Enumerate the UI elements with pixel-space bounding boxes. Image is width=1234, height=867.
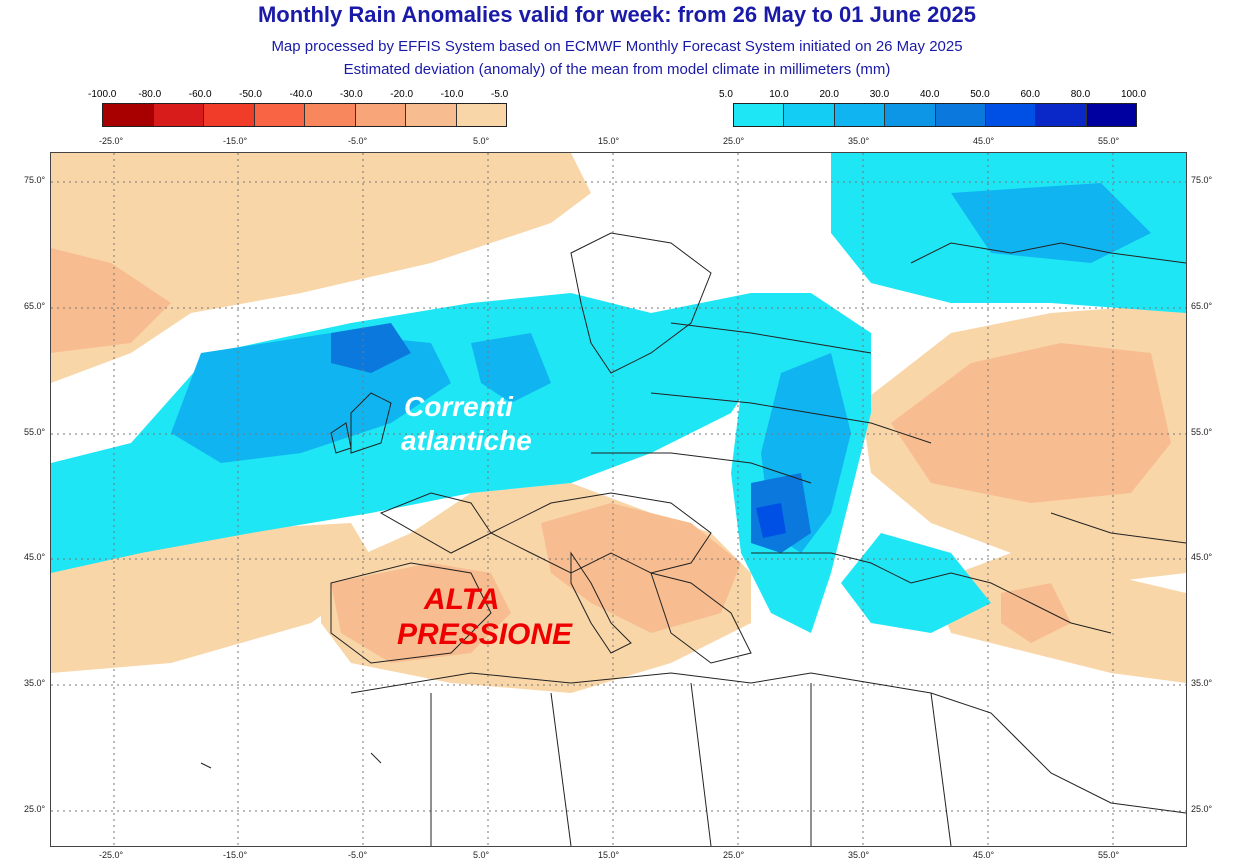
legend-negative-swatch <box>456 104 506 126</box>
bottom-lon-label: -25.0° <box>99 850 124 860</box>
legend-negative-label: -80.0 <box>138 89 162 100</box>
bottom-lon-label: 15.0° <box>598 850 620 860</box>
dry-region-atlantic-south <box>51 523 381 673</box>
right-lat-label: 25.0° <box>1191 804 1213 814</box>
wet-region-norway-sea <box>471 333 551 403</box>
legend-positive-swatch <box>784 104 835 126</box>
bottom-lon-label: 55.0° <box>1098 850 1120 860</box>
right-lat-label: 75.0° <box>1191 175 1213 185</box>
left-lat-label: 75.0° <box>24 175 46 185</box>
legend-positive-swatch <box>885 104 936 126</box>
legend-positive-label: 100.0 <box>1121 89 1147 100</box>
top-lon-label: 35.0° <box>848 136 870 146</box>
top-lon-label: 45.0° <box>973 136 995 146</box>
overlay-alta: ALTA <box>424 583 500 616</box>
bottom-lon-label: -15.0° <box>223 850 248 860</box>
left-lat-label: 65.0° <box>24 301 46 311</box>
right-lat-label: 35.0° <box>1191 678 1213 688</box>
legend-positive-label: 60.0 <box>1020 89 1040 100</box>
bottom-lon-label: 25.0° <box>723 850 745 860</box>
legend-negative-label: -5.0 <box>491 89 509 100</box>
map-frame: Correnti atlantiche ALTA PRESSIONE <box>50 152 1187 847</box>
bottom-lon-label: 5.0° <box>473 850 490 860</box>
legend-positive-swatch <box>1036 104 1087 126</box>
legend-positive-swatch <box>834 104 886 126</box>
top-lon-label: -15.0° <box>223 136 248 146</box>
left-lat-label: 35.0° <box>24 678 46 688</box>
left-lat-label: 25.0° <box>24 804 46 814</box>
legend-positive-label: 5.0 <box>719 89 733 100</box>
dry-region-russia-core <box>891 343 1171 503</box>
top-lon-label: 5.0° <box>473 136 490 146</box>
legend-negative-label: -10.0 <box>440 89 464 100</box>
left-lat-label: 45.0° <box>24 552 46 562</box>
wet-region-ukraine-peak <box>756 503 786 538</box>
legend-negative-label: -60.0 <box>188 89 212 100</box>
legend-negative-swatch <box>305 104 356 126</box>
legend-positive-swatch <box>734 104 785 126</box>
legend-positive-swatch <box>935 104 986 126</box>
dry-region-greenland-sea <box>51 248 171 353</box>
legend-negative-swatch <box>406 104 457 126</box>
legend-negative-label: -20.0 <box>390 89 414 100</box>
legend-positive-swatch <box>985 104 1037 126</box>
right-lat-label: 65.0° <box>1191 301 1213 311</box>
right-lat-label: 45.0° <box>1191 552 1213 562</box>
legend-negative-label: -50.0 <box>239 89 262 100</box>
legend-negative-swatch <box>204 104 255 126</box>
bottom-lon-label: 35.0° <box>848 850 870 860</box>
legend-positive-bar <box>733 103 1137 127</box>
overlay-correnti: Correnti <box>404 391 513 422</box>
legend-positive-label: 10.0 <box>769 89 789 100</box>
map-subtitle-description: Estimated deviation (anomaly) of the mea… <box>343 61 891 78</box>
legend-negative-swatch <box>254 104 305 126</box>
legend-negative-label: -40.0 <box>289 89 313 100</box>
legend-negative-label: -30.0 <box>339 89 363 100</box>
map-subtitle-source: Map processed by EFFIS System based on E… <box>271 38 963 55</box>
legend-positive-swatch <box>1086 104 1136 126</box>
legend-positive-label: 30.0 <box>869 89 890 100</box>
overlay-atlantiche: atlantiche <box>401 425 532 456</box>
map-canvas <box>51 153 1186 846</box>
bottom-lon-label: 45.0° <box>973 850 995 860</box>
top-lon-label: 15.0° <box>598 136 620 146</box>
legend-positive-label: 20.0 <box>819 89 839 100</box>
coastlines <box>200 232 1186 846</box>
graticule <box>51 153 1186 846</box>
right-lat-label: 55.0° <box>1191 427 1213 437</box>
legend-negative-label: -100.0 <box>88 89 117 100</box>
legend-negative-swatch <box>355 104 406 126</box>
legend-positive-label: 50.0 <box>970 89 990 100</box>
legend-negative-bar <box>102 103 507 127</box>
overlay-pressione: PRESSIONE <box>397 618 573 651</box>
legend-positive-label: 40.0 <box>920 89 940 100</box>
top-lon-label: 55.0° <box>1098 136 1120 146</box>
top-lon-label: 25.0° <box>723 136 745 146</box>
top-lon-label: -25.0° <box>99 136 124 146</box>
wet-region-uk-north <box>331 323 411 373</box>
legend-negative-swatch <box>153 104 204 126</box>
dry-region-caucasus <box>1001 583 1071 643</box>
map-title: Monthly Rain Anomalies valid for week: f… <box>257 2 977 27</box>
top-lon-label: -5.0° <box>348 136 368 146</box>
left-lat-label: 55.0° <box>24 427 46 437</box>
dry-region-north-atlantic <box>51 153 591 383</box>
wet-region-barents-core <box>951 183 1151 263</box>
wet-region-black-sea <box>841 533 991 633</box>
legend-positive-label: 80.0 <box>1070 89 1091 100</box>
bottom-lon-label: -5.0° <box>348 850 368 860</box>
legend-negative-swatch <box>103 104 154 126</box>
